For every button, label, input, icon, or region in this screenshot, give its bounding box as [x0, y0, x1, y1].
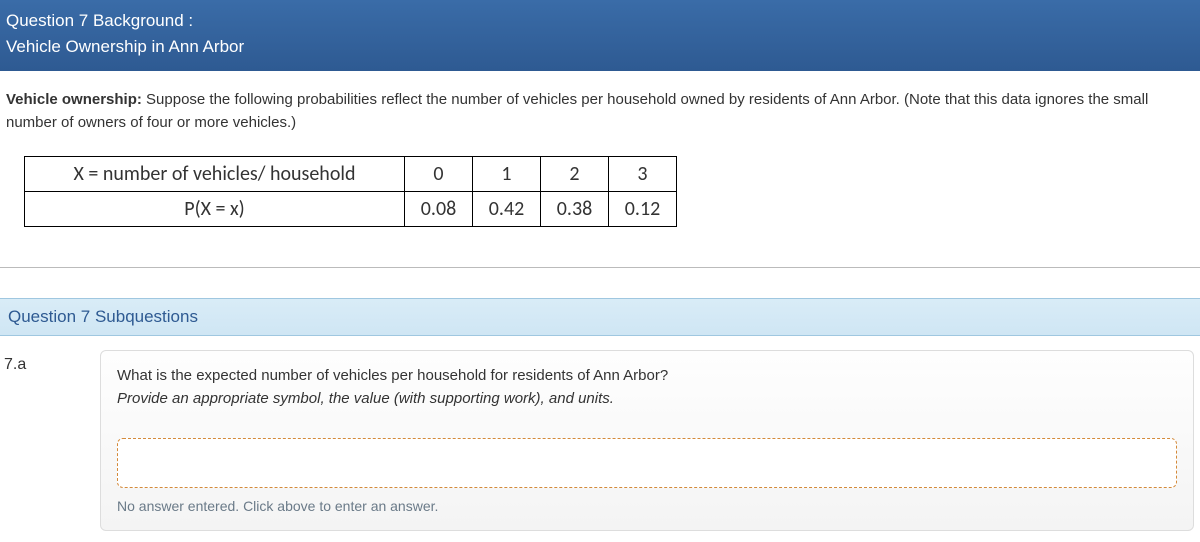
background-body-text: Suppose the following probabilities refl… — [6, 91, 1148, 131]
subquestion-prompt-text: What is the expected number of vehicles … — [117, 365, 1177, 388]
table-cell: 0.12 — [609, 192, 677, 227]
table-cell: 2 — [541, 157, 609, 192]
background-bold-intro: Vehicle ownership: — [6, 91, 142, 108]
probability-table: X = number of vehicles/ household 0 1 2 … — [24, 156, 677, 227]
subquestion-instruction: Provide an appropriate symbol, the value… — [117, 388, 1177, 411]
answer-input-box[interactable] — [117, 438, 1177, 488]
background-header-line2: Vehicle Ownership in Ann Arbor — [6, 34, 1190, 60]
table-cell: 0.38 — [541, 192, 609, 227]
table-cell: 0.42 — [473, 192, 541, 227]
table-cell: 0.08 — [405, 192, 473, 227]
no-answer-text: No answer entered. Click above to enter … — [117, 498, 1177, 514]
subquestions-header: Question 7 Subquestions — [0, 298, 1200, 336]
background-header-line1: Question 7 Background : — [6, 8, 1190, 34]
table-row: X = number of vehicles/ household 0 1 2 … — [25, 157, 677, 192]
subquestion-number: 7.a — [0, 350, 100, 374]
table-cell: 0 — [405, 157, 473, 192]
table-row-label: X = number of vehicles/ household — [25, 157, 405, 192]
subquestion-prompt: What is the expected number of vehicles … — [117, 365, 1177, 410]
table-row: P(X = x) 0.08 0.42 0.38 0.12 — [25, 192, 677, 227]
subquestion-row: 7.a What is the expected number of vehic… — [0, 350, 1200, 531]
background-header: Question 7 Background : Vehicle Ownershi… — [0, 0, 1200, 71]
table-cell: 1 — [473, 157, 541, 192]
probability-table-wrap: X = number of vehicles/ household 0 1 2 … — [24, 156, 1194, 227]
table-cell: 3 — [609, 157, 677, 192]
subquestion-card: What is the expected number of vehicles … — [100, 350, 1194, 531]
table-row-label: P(X = x) — [25, 192, 405, 227]
background-body: Vehicle ownership: Suppose the following… — [0, 71, 1200, 268]
